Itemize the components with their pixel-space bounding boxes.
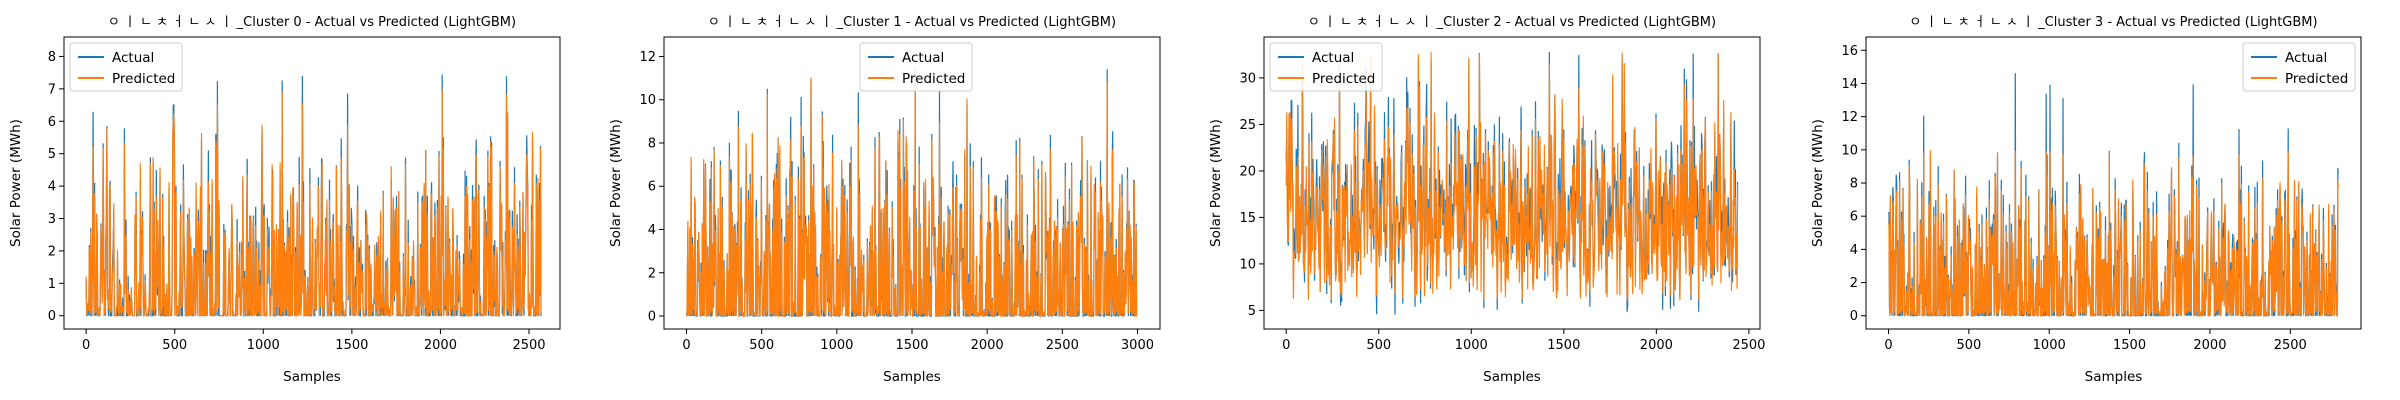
legend: Actual Predicted bbox=[859, 42, 973, 92]
y-tick-label: 2 bbox=[1850, 276, 1858, 291]
x-tick-label: 2500 bbox=[1046, 338, 1079, 353]
x-tick-label: 1500 bbox=[335, 338, 368, 353]
x-tick-label: 0 bbox=[82, 338, 90, 353]
chart-title: ㅇ ㅣ ㄴ ㅊ ㅓ ㄴ ㅅ ㅣ _Cluster 1 - Actual vs P… bbox=[708, 15, 1116, 30]
x-tick-label: 2000 bbox=[424, 338, 457, 353]
x-tick-label: 0 bbox=[682, 338, 690, 353]
x-axis-label: Samples bbox=[1483, 369, 1541, 385]
y-tick-label: 20 bbox=[1239, 164, 1256, 179]
y-tick-label: 30 bbox=[1239, 71, 1256, 86]
x-axis-label: Samples bbox=[2085, 369, 2143, 385]
y-tick-label: 4 bbox=[1850, 243, 1858, 258]
x-tick-label: 1000 bbox=[1455, 338, 1488, 353]
y-tick-label: 8 bbox=[48, 50, 56, 65]
y-tick-label: 16 bbox=[1841, 44, 1858, 59]
chart-title: ㅇ ㅣ ㄴ ㅊ ㅓ ㄴ ㅅ ㅣ _Cluster 3 - Actual vs P… bbox=[1909, 15, 2317, 30]
y-tick-label: 8 bbox=[1850, 177, 1858, 192]
x-tick-label: 2500 bbox=[512, 338, 545, 353]
y-tick-label: 2 bbox=[48, 244, 56, 259]
x-tick-label: 1000 bbox=[247, 338, 280, 353]
y-tick-label: 7 bbox=[48, 82, 56, 97]
y-tick-label: 3 bbox=[48, 212, 56, 227]
x-tick-label: 0 bbox=[1282, 338, 1290, 353]
y-tick-label: 14 bbox=[1841, 77, 1858, 92]
series-predicted-line bbox=[686, 77, 1138, 318]
y-tick-label: 10 bbox=[639, 93, 656, 108]
x-tick-label: 1500 bbox=[895, 338, 928, 353]
y-tick-label: 8 bbox=[648, 136, 656, 151]
y-tick-label: 12 bbox=[639, 50, 656, 65]
axes-frame bbox=[63, 36, 561, 330]
x-tick-label: 1500 bbox=[1547, 338, 1580, 353]
legend-label-predicted: Predicted bbox=[1312, 71, 1375, 87]
x-tick-label: 500 bbox=[1956, 338, 1981, 353]
x-tick-label: 2500 bbox=[1732, 338, 1765, 353]
legend-label-predicted: Predicted bbox=[112, 71, 175, 87]
x-tick-label: 2500 bbox=[2274, 338, 2307, 353]
y-tick-label: 6 bbox=[648, 180, 656, 195]
legend-label-predicted: Predicted bbox=[902, 71, 965, 87]
y-tick-label: 25 bbox=[1239, 118, 1256, 133]
chart-panel-1: 0 500 1000 1500 2000 2500 3000 0 2 4 6 8 10 12 ㅇ ㅣ ㄴ ㅊ… bbox=[608, 15, 1161, 385]
series-predicted-line bbox=[1887, 150, 2339, 318]
x-tick-label: 2000 bbox=[1640, 338, 1673, 353]
y-tick-label: 1 bbox=[48, 277, 56, 292]
y-axis-label: Solar Power (MWh) bbox=[1810, 119, 1826, 247]
y-tick-label: 4 bbox=[648, 223, 656, 238]
y-tick-label: 10 bbox=[1841, 143, 1858, 158]
chart-panel-0: 0 500 1000 1500 2000 2500 0 1 2 3 4 5 6 7 8 ㅇ ㅣ ㄴ ㅊ ㅓ ㄴ… bbox=[8, 15, 561, 385]
chart-panel-3: 0 500 1000 1500 2000 2500 0 2 4 6 8 10 12 14 16 ㅇ ㅣ ㄴ ㅊ… bbox=[1810, 15, 2362, 385]
legend-label-actual: Actual bbox=[902, 50, 944, 66]
series-predicted-line bbox=[85, 89, 542, 318]
legend-label-actual: Actual bbox=[112, 50, 154, 66]
y-tick-label: 2 bbox=[648, 266, 656, 281]
x-tick-label: 2000 bbox=[2193, 338, 2226, 353]
y-axis-label: Solar Power (MWh) bbox=[1208, 119, 1224, 247]
x-tick-label: 500 bbox=[162, 338, 187, 353]
chart-title: ㅇ ㅣ ㄴ ㅊ ㅓ ㄴ ㅅ ㅣ _Cluster 0 - Actual vs P… bbox=[108, 15, 516, 30]
y-tick-label: 6 bbox=[1850, 210, 1858, 225]
y-tick-label: 5 bbox=[1248, 304, 1256, 319]
y-axis-label: Solar Power (MWh) bbox=[8, 119, 24, 247]
x-tick-label: 500 bbox=[1366, 338, 1391, 353]
legend: Actual Predicted bbox=[2242, 42, 2356, 92]
x-tick-label: 1000 bbox=[820, 338, 853, 353]
y-axis-label: Solar Power (MWh) bbox=[608, 119, 624, 247]
chart-panel-2: 0 500 1000 1500 2000 2500 5 10 15 20 25 30 ㅇ ㅣ ㄴ ㅊ ㅓ… bbox=[1208, 15, 1765, 385]
y-tick-label: 15 bbox=[1239, 211, 1256, 226]
legend-label-actual: Actual bbox=[2285, 50, 2327, 66]
x-tick-label: 1000 bbox=[2033, 338, 2066, 353]
axes-frame bbox=[1263, 36, 1761, 330]
y-tick-label: 12 bbox=[1841, 110, 1858, 125]
y-tick-label: 10 bbox=[1239, 257, 1256, 272]
x-axis-label: Samples bbox=[283, 369, 341, 385]
y-tick-label: 0 bbox=[648, 310, 656, 325]
x-tick-label: 1500 bbox=[2113, 338, 2146, 353]
x-tick-label: 0 bbox=[1884, 338, 1892, 353]
x-tick-label: 3000 bbox=[1121, 338, 1154, 353]
x-tick-label: 500 bbox=[749, 338, 774, 353]
legend: Actual Predicted bbox=[1269, 42, 1383, 92]
legend-label-predicted: Predicted bbox=[2285, 71, 2348, 87]
chart-title: ㅇ ㅣ ㄴ ㅊ ㅓ ㄴ ㅅ ㅣ _Cluster 2 - Actual vs P… bbox=[1308, 15, 1716, 30]
y-tick-label: 0 bbox=[48, 309, 56, 324]
y-tick-label: 5 bbox=[48, 147, 56, 162]
y-tick-label: 6 bbox=[48, 115, 56, 130]
y-tick-label: 4 bbox=[48, 180, 56, 195]
y-tick-label: 0 bbox=[1850, 309, 1858, 324]
x-tick-label: 2000 bbox=[971, 338, 1004, 353]
series-predicted-line bbox=[1285, 52, 1739, 301]
legend: Actual Predicted bbox=[69, 42, 183, 92]
legend-label-actual: Actual bbox=[1312, 50, 1354, 66]
x-axis-label: Samples bbox=[883, 369, 941, 385]
